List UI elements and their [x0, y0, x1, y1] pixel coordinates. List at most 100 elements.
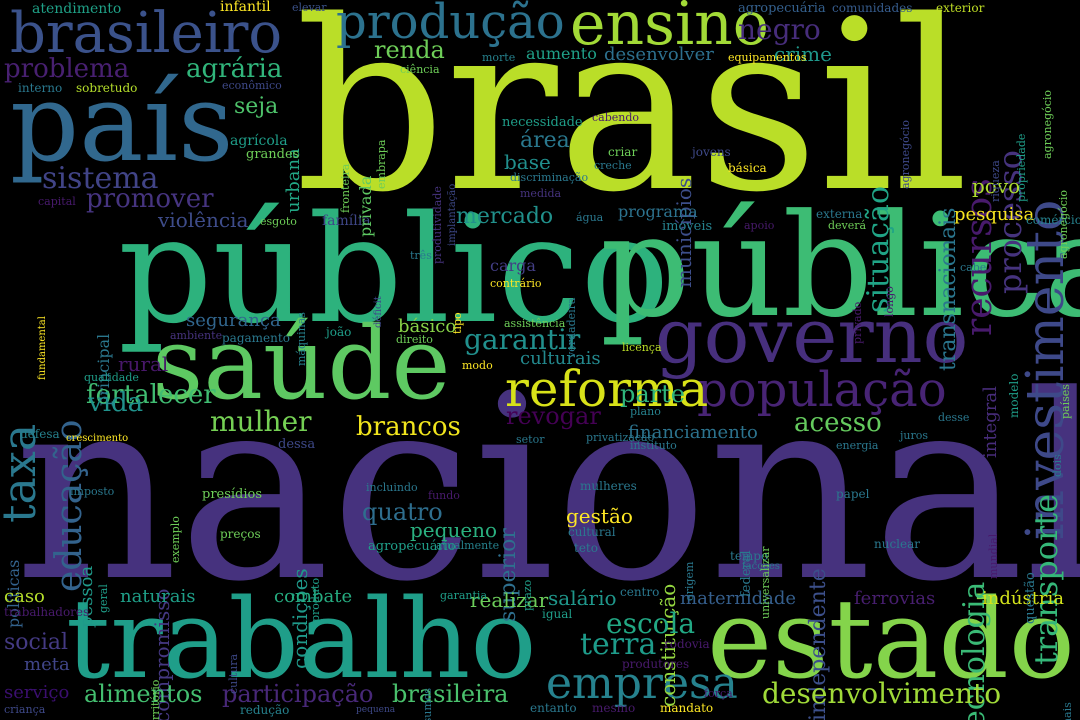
word-cabendo: cabendo: [592, 111, 640, 124]
word-garantia: trabalhadores: [4, 605, 90, 619]
word-aumento: aumento: [526, 44, 597, 63]
word-mulher: mulher: [210, 405, 312, 438]
word-alimentos: alimentos: [84, 680, 203, 708]
word-implantacao: implantação: [447, 183, 458, 246]
word-negro: negro: [738, 13, 821, 46]
word-questao: facções: [742, 561, 780, 572]
word-faccoes: teto: [574, 541, 598, 555]
word-privado: contrário: [490, 277, 542, 290]
word-crianca: força: [704, 687, 733, 700]
word-pais: país: [10, 61, 234, 186]
word-trabalho: trabalho: [66, 575, 537, 703]
word-plano: privatização: [586, 431, 655, 444]
word-modo: joão: [326, 325, 352, 339]
word-nuclear: tempo: [730, 549, 769, 563]
word-crescimento: qualidade: [84, 371, 139, 384]
word-fronteira: fronteira: [339, 163, 352, 213]
word-agropecuaria: agropecuária: [738, 1, 826, 16]
word-pagamento: máquinas: [295, 312, 308, 366]
word-devera: apoio: [744, 219, 775, 232]
word-territorio: produtores: [622, 657, 690, 671]
word-condicoes: condições: [288, 568, 312, 669]
word-assistencia: direito: [396, 333, 433, 346]
word-producao: produção: [336, 0, 565, 50]
word-setor: defesa: [20, 427, 60, 441]
word-economico: econômico: [222, 79, 282, 92]
word-aposentadorias: nacionais: [1061, 702, 1074, 720]
word-agricola: agrícola: [230, 133, 288, 149]
word-joao: ambiente: [170, 329, 223, 342]
word-cultural: presídios: [202, 487, 263, 502]
word-capital: cabe: [960, 261, 987, 274]
word-participacao: participação: [222, 680, 374, 708]
word-jovens: jovens: [692, 145, 731, 159]
word-sobretudo: sobretudo: [76, 81, 138, 95]
word-agua: creche: [594, 159, 632, 172]
word-salario: salário: [548, 586, 617, 610]
word-maquinas: privado: [851, 301, 864, 344]
word-desenvolver: desenvolver: [604, 44, 714, 65]
word-quatro: quatro: [362, 498, 443, 526]
word-grandes: grandes: [246, 147, 300, 162]
word-meta: meta: [24, 654, 70, 675]
word-fortalecer: fortalecer: [86, 380, 216, 410]
word-carga: carga: [490, 256, 536, 275]
word-saude: saúde: [152, 305, 451, 422]
word-tipo: três: [410, 249, 432, 262]
word-basico: básico: [398, 316, 457, 337]
word-caso: caso: [4, 586, 45, 607]
word-teto: atualmente: [436, 539, 500, 552]
word-problema: problema: [4, 54, 130, 84]
word-embrapa: embrapa: [375, 139, 388, 189]
word-licenca: modo: [462, 359, 493, 372]
word-riqueza: riqueza: [989, 160, 1002, 202]
word-publica: pública: [600, 184, 1080, 349]
word-servico: serviço: [4, 682, 70, 703]
word-forca: rodovia: [664, 637, 710, 651]
word-deficit: esgoto: [260, 215, 297, 228]
word-atendimento: atendimento: [32, 1, 122, 17]
word-direito: pagamento: [222, 331, 290, 345]
word-basica: básica: [728, 161, 767, 175]
word-defesa: países: [1059, 384, 1072, 419]
word-privatizacao: crescimento: [66, 433, 129, 444]
word-imoveis: medida: [520, 187, 562, 200]
word-insumos: centro: [620, 585, 660, 599]
word-brancos: brancos: [356, 412, 461, 442]
word-brasileiro: brasileiro: [10, 1, 283, 66]
word-acesso: acesso: [794, 408, 882, 438]
word-vida: vida: [88, 388, 144, 418]
word-interno: interno: [18, 81, 63, 95]
word-produtores: insumos: [421, 687, 434, 720]
word-agropecuario: produto: [309, 577, 322, 622]
word-industria: indústria: [982, 588, 1065, 609]
word-juros: desse: [938, 411, 970, 424]
word-imposto: papel: [836, 487, 870, 501]
word-mundial: universalizar: [759, 546, 772, 619]
word-rural: rural: [118, 352, 169, 376]
word-realizar: realizar: [470, 588, 549, 612]
word-propriedade: propriedade: [1015, 133, 1028, 202]
word-geral: imposto: [70, 485, 115, 498]
word-garantir: garantir: [464, 323, 581, 356]
word-criar: criar: [608, 145, 638, 159]
word-programa: programa: [618, 202, 698, 221]
word-culturais: culturais: [520, 348, 601, 369]
word-renda: renda: [374, 36, 445, 64]
word-paises: licença: [622, 341, 662, 354]
word-contrario: déficit: [373, 296, 384, 328]
word-ferrovias: ferrovias: [854, 588, 936, 609]
word-integral: integral: [980, 386, 1001, 458]
word-povo: povo: [972, 174, 1021, 198]
word-sistema: empresa: [546, 658, 738, 709]
word-naturais: naturais: [120, 586, 196, 607]
word-trabalhadores: prazo: [521, 579, 534, 611]
word-atualmente: geral: [97, 584, 110, 613]
word-mandato: entanto: [530, 701, 577, 715]
word-instituto: setor: [516, 433, 545, 446]
word-igual: garantia: [440, 589, 487, 602]
word-ambiente: longo: [883, 286, 896, 317]
word-modelo: assistência: [504, 317, 566, 330]
word-discriminacao: agronegócio: [899, 119, 912, 189]
